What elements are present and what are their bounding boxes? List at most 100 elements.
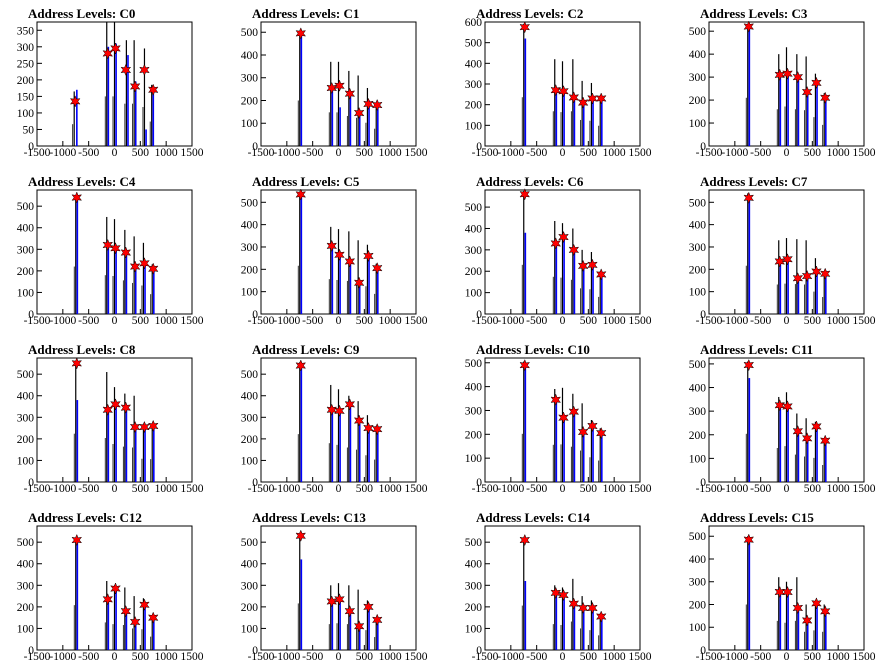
y-tick-label: 100: [689, 622, 707, 634]
x-tick-label: 500: [580, 315, 598, 327]
peak-marker: [371, 613, 383, 626]
peak-marker: [139, 257, 150, 270]
peak-marker: [147, 611, 159, 624]
y-tick-label: 200: [241, 264, 259, 276]
peak-marker: [353, 620, 365, 633]
x-tick-label: -500: [526, 147, 547, 159]
peak-marker: [129, 260, 141, 273]
x-tick-label: 1000: [155, 147, 178, 159]
x-tick-label: 1000: [379, 147, 402, 159]
peak-marker: [110, 582, 121, 595]
y-tick-label: 400: [689, 383, 707, 395]
y-tick-label: 400: [241, 391, 259, 403]
y-tick-label: 0: [476, 645, 482, 657]
x-tick-label: 1000: [379, 315, 402, 327]
peak-marker: [334, 404, 345, 417]
chart-panel: Address Levels: C40100200300400500-1500-…: [17, 174, 204, 327]
chart-panel: Address Levels: C10100200300400500-1500-…: [241, 6, 428, 159]
peak-marker: [811, 597, 822, 610]
x-tick-label: 1500: [629, 483, 652, 495]
x-tick-label: 500: [580, 483, 598, 495]
y-tick-label: 300: [689, 72, 707, 84]
x-tick-label: 0: [112, 651, 118, 663]
y-tick-label: 300: [241, 73, 259, 85]
x-tick-label: -1500: [24, 147, 51, 159]
y-tick-label: 300: [465, 580, 483, 592]
y-tick-label: 100: [689, 453, 707, 465]
peak-marker: [353, 106, 365, 120]
y-tick-label: 500: [465, 38, 483, 50]
peak-marker: [743, 20, 755, 33]
peak-marker: [819, 267, 831, 280]
x-tick-label: 1000: [155, 315, 178, 327]
panel-title: Address Levels: C14: [476, 510, 590, 525]
peak-marker: [295, 188, 307, 201]
peak-marker: [550, 84, 562, 97]
peak-marker: [801, 269, 813, 283]
x-tick-label: 1000: [603, 315, 626, 327]
y-tick-label: 400: [241, 220, 259, 232]
y-tick-label: 400: [241, 559, 259, 571]
x-tick-label: 0: [336, 315, 342, 327]
y-tick-label: 300: [241, 242, 259, 254]
peak-marker: [568, 597, 580, 610]
peak-marker: [743, 533, 755, 546]
peak-marker: [550, 237, 562, 250]
y-tick-label: 0: [476, 477, 482, 489]
peak-marker: [363, 249, 374, 263]
y-tick-label: 0: [476, 309, 482, 321]
peak-marker: [129, 420, 141, 434]
x-tick-label: 500: [132, 651, 150, 663]
x-tick-label: 1500: [405, 483, 428, 495]
x-tick-label: 500: [804, 483, 822, 495]
peak-marker: [519, 188, 531, 201]
peak-marker: [811, 265, 822, 278]
y-tick-label: 0: [700, 141, 706, 153]
x-tick-label: 0: [112, 147, 118, 159]
y-tick-label: 400: [17, 391, 35, 403]
x-tick-label: 1500: [629, 315, 652, 327]
peak-marker: [577, 96, 589, 109]
y-tick-label: 200: [689, 430, 707, 442]
x-tick-label: 1000: [155, 651, 178, 663]
chart-panel: Address Levels: C13 0 100 200 300 400 500 -1500…: [241, 510, 428, 663]
panel-title: Address Levels: C2: [476, 6, 583, 21]
chart-panel: Address Levels: C30100200300400500-1500-…: [689, 6, 876, 159]
y-tick-label: 100: [241, 455, 259, 467]
y-tick-label: 500: [689, 197, 707, 209]
x-tick-label: 1500: [853, 147, 876, 159]
peak-marker: [595, 92, 607, 105]
y-tick-label: 200: [17, 434, 35, 446]
x-tick-label: 0: [560, 483, 566, 495]
x-tick-label: -1500: [24, 315, 51, 327]
chart-panel: Address Levels: C10 0 100 200 300 400 500 -1500…: [465, 342, 652, 495]
panel-title: Address Levels: C3: [700, 6, 808, 21]
y-tick-label: 150: [17, 91, 35, 103]
panel-title: Address Levels: C13: [252, 510, 366, 525]
x-tick-label: 500: [804, 315, 822, 327]
x-tick-label: -500: [750, 483, 771, 495]
peak-marker: [334, 248, 345, 261]
x-tick-label: -1000: [49, 483, 76, 495]
y-tick-label: 300: [241, 412, 259, 424]
peak-marker: [334, 593, 345, 606]
x-tick-label: -1500: [24, 483, 51, 495]
x-tick-label: 1500: [629, 147, 652, 159]
peak-marker: [363, 97, 374, 111]
peak-marker: [577, 425, 589, 439]
y-tick-label: 100: [17, 287, 35, 299]
peak-marker: [120, 605, 132, 618]
y-tick-label: 200: [465, 429, 483, 441]
x-tick-label: -1500: [248, 483, 275, 495]
y-tick-label: 400: [689, 554, 707, 566]
y-tick-label: 100: [465, 120, 483, 132]
peak-marker: [587, 92, 598, 105]
peak-marker: [819, 605, 831, 618]
x-tick-label: 500: [356, 483, 374, 495]
peak-marker: [363, 600, 374, 614]
panel-title: Address Levels: C11: [700, 342, 813, 357]
peak-marker: [353, 414, 365, 427]
x-tick-label: 0: [560, 147, 566, 159]
x-tick-label: 1000: [155, 483, 178, 495]
x-tick-label: 500: [804, 651, 822, 663]
